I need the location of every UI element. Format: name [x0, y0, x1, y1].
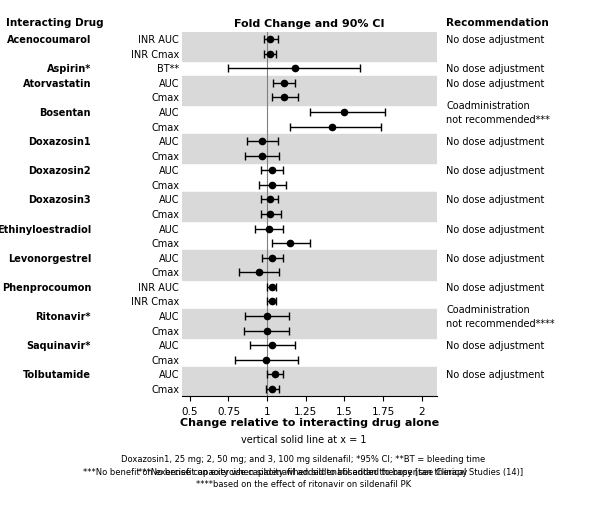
Text: Saquinavir*: Saquinavir* — [27, 340, 91, 350]
Text: Cmax: Cmax — [151, 355, 179, 365]
Text: Cmax: Cmax — [151, 239, 179, 248]
Text: INR Cmax: INR Cmax — [131, 297, 179, 307]
Title: Fold Change and 90% CI: Fold Change and 90% CI — [234, 19, 385, 29]
Text: Doxazosin1: Doxazosin1 — [29, 137, 91, 147]
Bar — [182, 76, 437, 91]
Text: AUC: AUC — [158, 166, 179, 176]
Bar — [182, 193, 437, 208]
Text: AUC: AUC — [158, 137, 179, 147]
Bar — [182, 324, 437, 338]
Text: Ethinyloestradiol: Ethinyloestradiol — [0, 224, 91, 234]
Bar — [182, 47, 437, 62]
Text: AUC: AUC — [158, 195, 179, 205]
Text: No dose adjustment: No dose adjustment — [446, 166, 544, 176]
Text: Tolbutamide: Tolbutamide — [23, 370, 91, 380]
Text: AUC: AUC — [158, 254, 179, 263]
Bar — [182, 208, 437, 222]
Text: Cmax: Cmax — [151, 384, 179, 394]
Text: AUC: AUC — [158, 79, 179, 89]
Text: Cmax: Cmax — [151, 152, 179, 162]
Text: Recommendation: Recommendation — [446, 18, 549, 28]
Bar — [182, 251, 437, 266]
Text: Coadministration: Coadministration — [446, 102, 530, 111]
Text: INR Cmax: INR Cmax — [131, 49, 179, 60]
Text: No dose adjustment: No dose adjustment — [446, 224, 544, 234]
Text: Cmax: Cmax — [151, 326, 179, 336]
Text: ****based on the effect of ritonavir on sildenafil PK: ****based on the effect of ritonavir on … — [196, 479, 411, 488]
Bar — [182, 266, 437, 280]
Text: INR AUC: INR AUC — [138, 35, 179, 45]
Bar — [182, 367, 437, 382]
Text: AUC: AUC — [158, 224, 179, 234]
Text: Cmax: Cmax — [151, 122, 179, 132]
Text: Interacting Drug: Interacting Drug — [6, 18, 104, 28]
Text: Coadministration: Coadministration — [446, 305, 530, 315]
Text: Doxazosin2: Doxazosin2 — [29, 166, 91, 176]
Text: No dose adjustment: No dose adjustment — [446, 370, 544, 380]
Text: Atorvastatin: Atorvastatin — [22, 79, 91, 89]
Text: Cmax: Cmax — [151, 268, 179, 278]
Bar — [182, 135, 437, 149]
Text: not recommended****: not recommended**** — [446, 318, 555, 328]
Text: No dose adjustment: No dose adjustment — [446, 340, 544, 350]
Text: No dose adjustment: No dose adjustment — [446, 35, 544, 45]
Text: vertical solid line at x = 1: vertical solid line at x = 1 — [241, 434, 366, 444]
Text: not recommended***: not recommended*** — [446, 115, 550, 124]
Text: Acenocoumarol: Acenocoumarol — [7, 35, 91, 45]
Text: Phenprocoumon: Phenprocoumon — [2, 282, 91, 292]
Bar — [182, 309, 437, 324]
Text: Cmax: Cmax — [151, 210, 179, 220]
Text: Levonorgestrel: Levonorgestrel — [8, 254, 91, 263]
Text: INR AUC: INR AUC — [138, 282, 179, 292]
Text: ***No benefit on exercise capacity when sildenafil added to bosentan therapy [se: ***No benefit on exercise capacity when … — [83, 467, 524, 476]
Text: No dose adjustment: No dose adjustment — [446, 195, 544, 205]
Text: Doxazosin3: Doxazosin3 — [29, 195, 91, 205]
Text: No dose adjustment: No dose adjustment — [446, 64, 544, 74]
Text: AUC: AUC — [158, 108, 179, 118]
Bar — [182, 149, 437, 164]
X-axis label: Change relative to interacting drug alone: Change relative to interacting drug alon… — [180, 418, 439, 427]
Bar — [182, 382, 437, 396]
Text: Cmax: Cmax — [151, 93, 179, 103]
Text: Cmax: Cmax — [151, 181, 179, 190]
Text: No dose adjustment: No dose adjustment — [446, 137, 544, 147]
Text: AUC: AUC — [158, 312, 179, 321]
Text: ***No benefit on exercise capacity when sildenafil added to bosentan therapy: ***No benefit on exercise capacity when … — [138, 467, 469, 476]
Text: AUC: AUC — [158, 340, 179, 350]
Text: AUC: AUC — [158, 370, 179, 380]
Bar — [182, 33, 437, 47]
Text: Bosentan: Bosentan — [39, 108, 91, 118]
Text: No dose adjustment: No dose adjustment — [446, 79, 544, 89]
Text: BT**: BT** — [157, 64, 179, 74]
Text: No dose adjustment: No dose adjustment — [446, 254, 544, 263]
Text: Doxazosin1, 25 mg; 2, 50 mg; and 3, 100 mg sildenafil; *95% CI; **BT = bleeding : Doxazosin1, 25 mg; 2, 50 mg; and 3, 100 … — [121, 454, 486, 464]
Bar — [182, 91, 437, 106]
Text: Ritonavir*: Ritonavir* — [36, 312, 91, 321]
Text: Aspirin*: Aspirin* — [47, 64, 91, 74]
Text: No dose adjustment: No dose adjustment — [446, 282, 544, 292]
